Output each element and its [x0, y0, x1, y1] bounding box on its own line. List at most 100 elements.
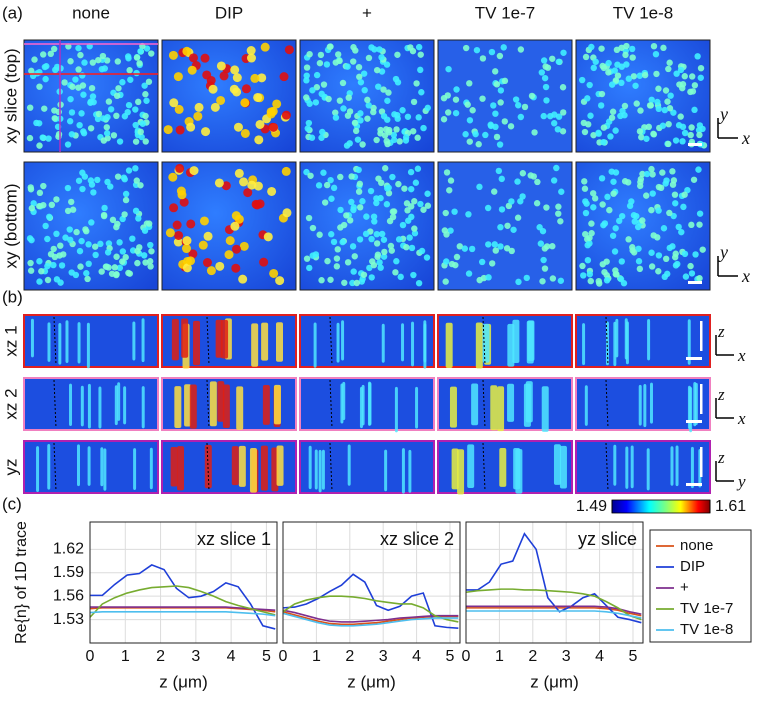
- slice-background: [23, 314, 159, 368]
- image-feature: [597, 102, 605, 109]
- image-feature: [389, 213, 397, 221]
- image-feature: [610, 178, 617, 185]
- image-feature: [580, 272, 587, 279]
- image-feature: [189, 166, 199, 176]
- image-feature: [315, 182, 323, 189]
- slice-marker: [53, 316, 57, 366]
- image-feature: [136, 60, 143, 67]
- row-label: yz: [1, 459, 20, 476]
- slice-background: [23, 377, 159, 431]
- colorbar-label: 1.61: [715, 498, 746, 515]
- image-feature: [394, 115, 401, 122]
- image-feature: [365, 102, 372, 109]
- image-feature: [649, 190, 656, 197]
- slice-feature: [80, 385, 84, 427]
- x-tick-label: 5: [446, 648, 455, 665]
- image-feature: [378, 68, 386, 75]
- image-feature: [224, 250, 234, 260]
- panel-label: (c): [2, 494, 22, 513]
- image-feature: [340, 105, 347, 112]
- image-feature: [633, 100, 640, 107]
- image-feature: [622, 51, 629, 59]
- image-feature: [141, 82, 148, 89]
- image-feature: [182, 244, 192, 254]
- column-header: TV 1e-8: [613, 3, 673, 22]
- x-tick-label: 4: [227, 648, 236, 665]
- image-feature: [126, 67, 133, 74]
- x-tick-label: 0: [462, 648, 471, 665]
- image-feature: [85, 241, 92, 248]
- image-feature: [82, 226, 89, 233]
- image-feature: [383, 61, 391, 68]
- image-feature: [588, 230, 595, 237]
- image-feature: [45, 135, 52, 142]
- slice-feature: [341, 320, 345, 361]
- image-feature: [445, 65, 452, 73]
- image-feature: [163, 125, 173, 135]
- slice-feature: [449, 386, 457, 428]
- slice-feature: [170, 447, 178, 487]
- image-feature: [465, 211, 472, 218]
- image-feature: [497, 223, 504, 231]
- image-feature: [614, 61, 621, 68]
- image-feature: [272, 99, 282, 109]
- image-feature: [370, 104, 377, 112]
- image-feature: [114, 220, 121, 228]
- image-feature: [141, 252, 148, 259]
- image-feature: [99, 52, 107, 60]
- slice-feature: [260, 445, 268, 491]
- slice-feature: [384, 449, 388, 492]
- image-feature: [496, 52, 504, 60]
- image-feature: [129, 235, 136, 242]
- image-feature: [634, 223, 642, 231]
- image-feature: [650, 42, 658, 50]
- image-feature: [97, 240, 104, 248]
- axis-glyph-label: y: [736, 472, 746, 491]
- slice-feature: [582, 323, 586, 366]
- slice-feature: [482, 323, 490, 363]
- slice-feature: [87, 446, 91, 486]
- image-feature: [635, 245, 642, 252]
- image-feature: [417, 51, 424, 58]
- image-feature: [303, 77, 310, 84]
- image-feature: [323, 61, 331, 68]
- slice-feature: [221, 319, 229, 359]
- image-feature: [80, 91, 87, 98]
- image-feature: [680, 203, 687, 211]
- image-feature: [688, 73, 696, 80]
- image-feature: [503, 245, 511, 252]
- image-feature: [648, 206, 655, 214]
- image-feature: [696, 210, 704, 217]
- image-feature: [50, 261, 57, 269]
- image-feature: [103, 124, 110, 131]
- slice-feature: [638, 384, 642, 426]
- x-tick-label: 2: [156, 648, 165, 665]
- slice-feature: [251, 323, 259, 367]
- image-feature: [64, 141, 72, 148]
- slice-feature: [222, 384, 230, 428]
- slice-marker: [329, 316, 333, 366]
- image-feature: [382, 126, 390, 133]
- image-feature: [346, 140, 353, 147]
- image-feature: [215, 261, 225, 271]
- image-feature: [420, 124, 427, 132]
- y-axis-label: Re{n} of 1D trace: [13, 521, 30, 644]
- y-tick-label: 1.62: [53, 541, 84, 558]
- image-feature: [612, 77, 620, 84]
- image-feature: [697, 74, 704, 81]
- plot-area: [466, 522, 643, 643]
- image-feature: [670, 109, 677, 116]
- image-feature: [531, 129, 538, 136]
- image-feature: [391, 111, 398, 118]
- image-feature: [543, 243, 551, 250]
- image-feature: [380, 113, 388, 120]
- image-feature: [679, 138, 686, 145]
- image-feature: [589, 190, 597, 197]
- image-feature: [147, 263, 154, 270]
- image-feature: [557, 218, 564, 225]
- image-feature: [417, 200, 424, 208]
- image-feature: [94, 176, 101, 184]
- x-tick-label: 3: [562, 648, 571, 665]
- image-feature: [186, 219, 196, 229]
- image-feature: [313, 84, 321, 91]
